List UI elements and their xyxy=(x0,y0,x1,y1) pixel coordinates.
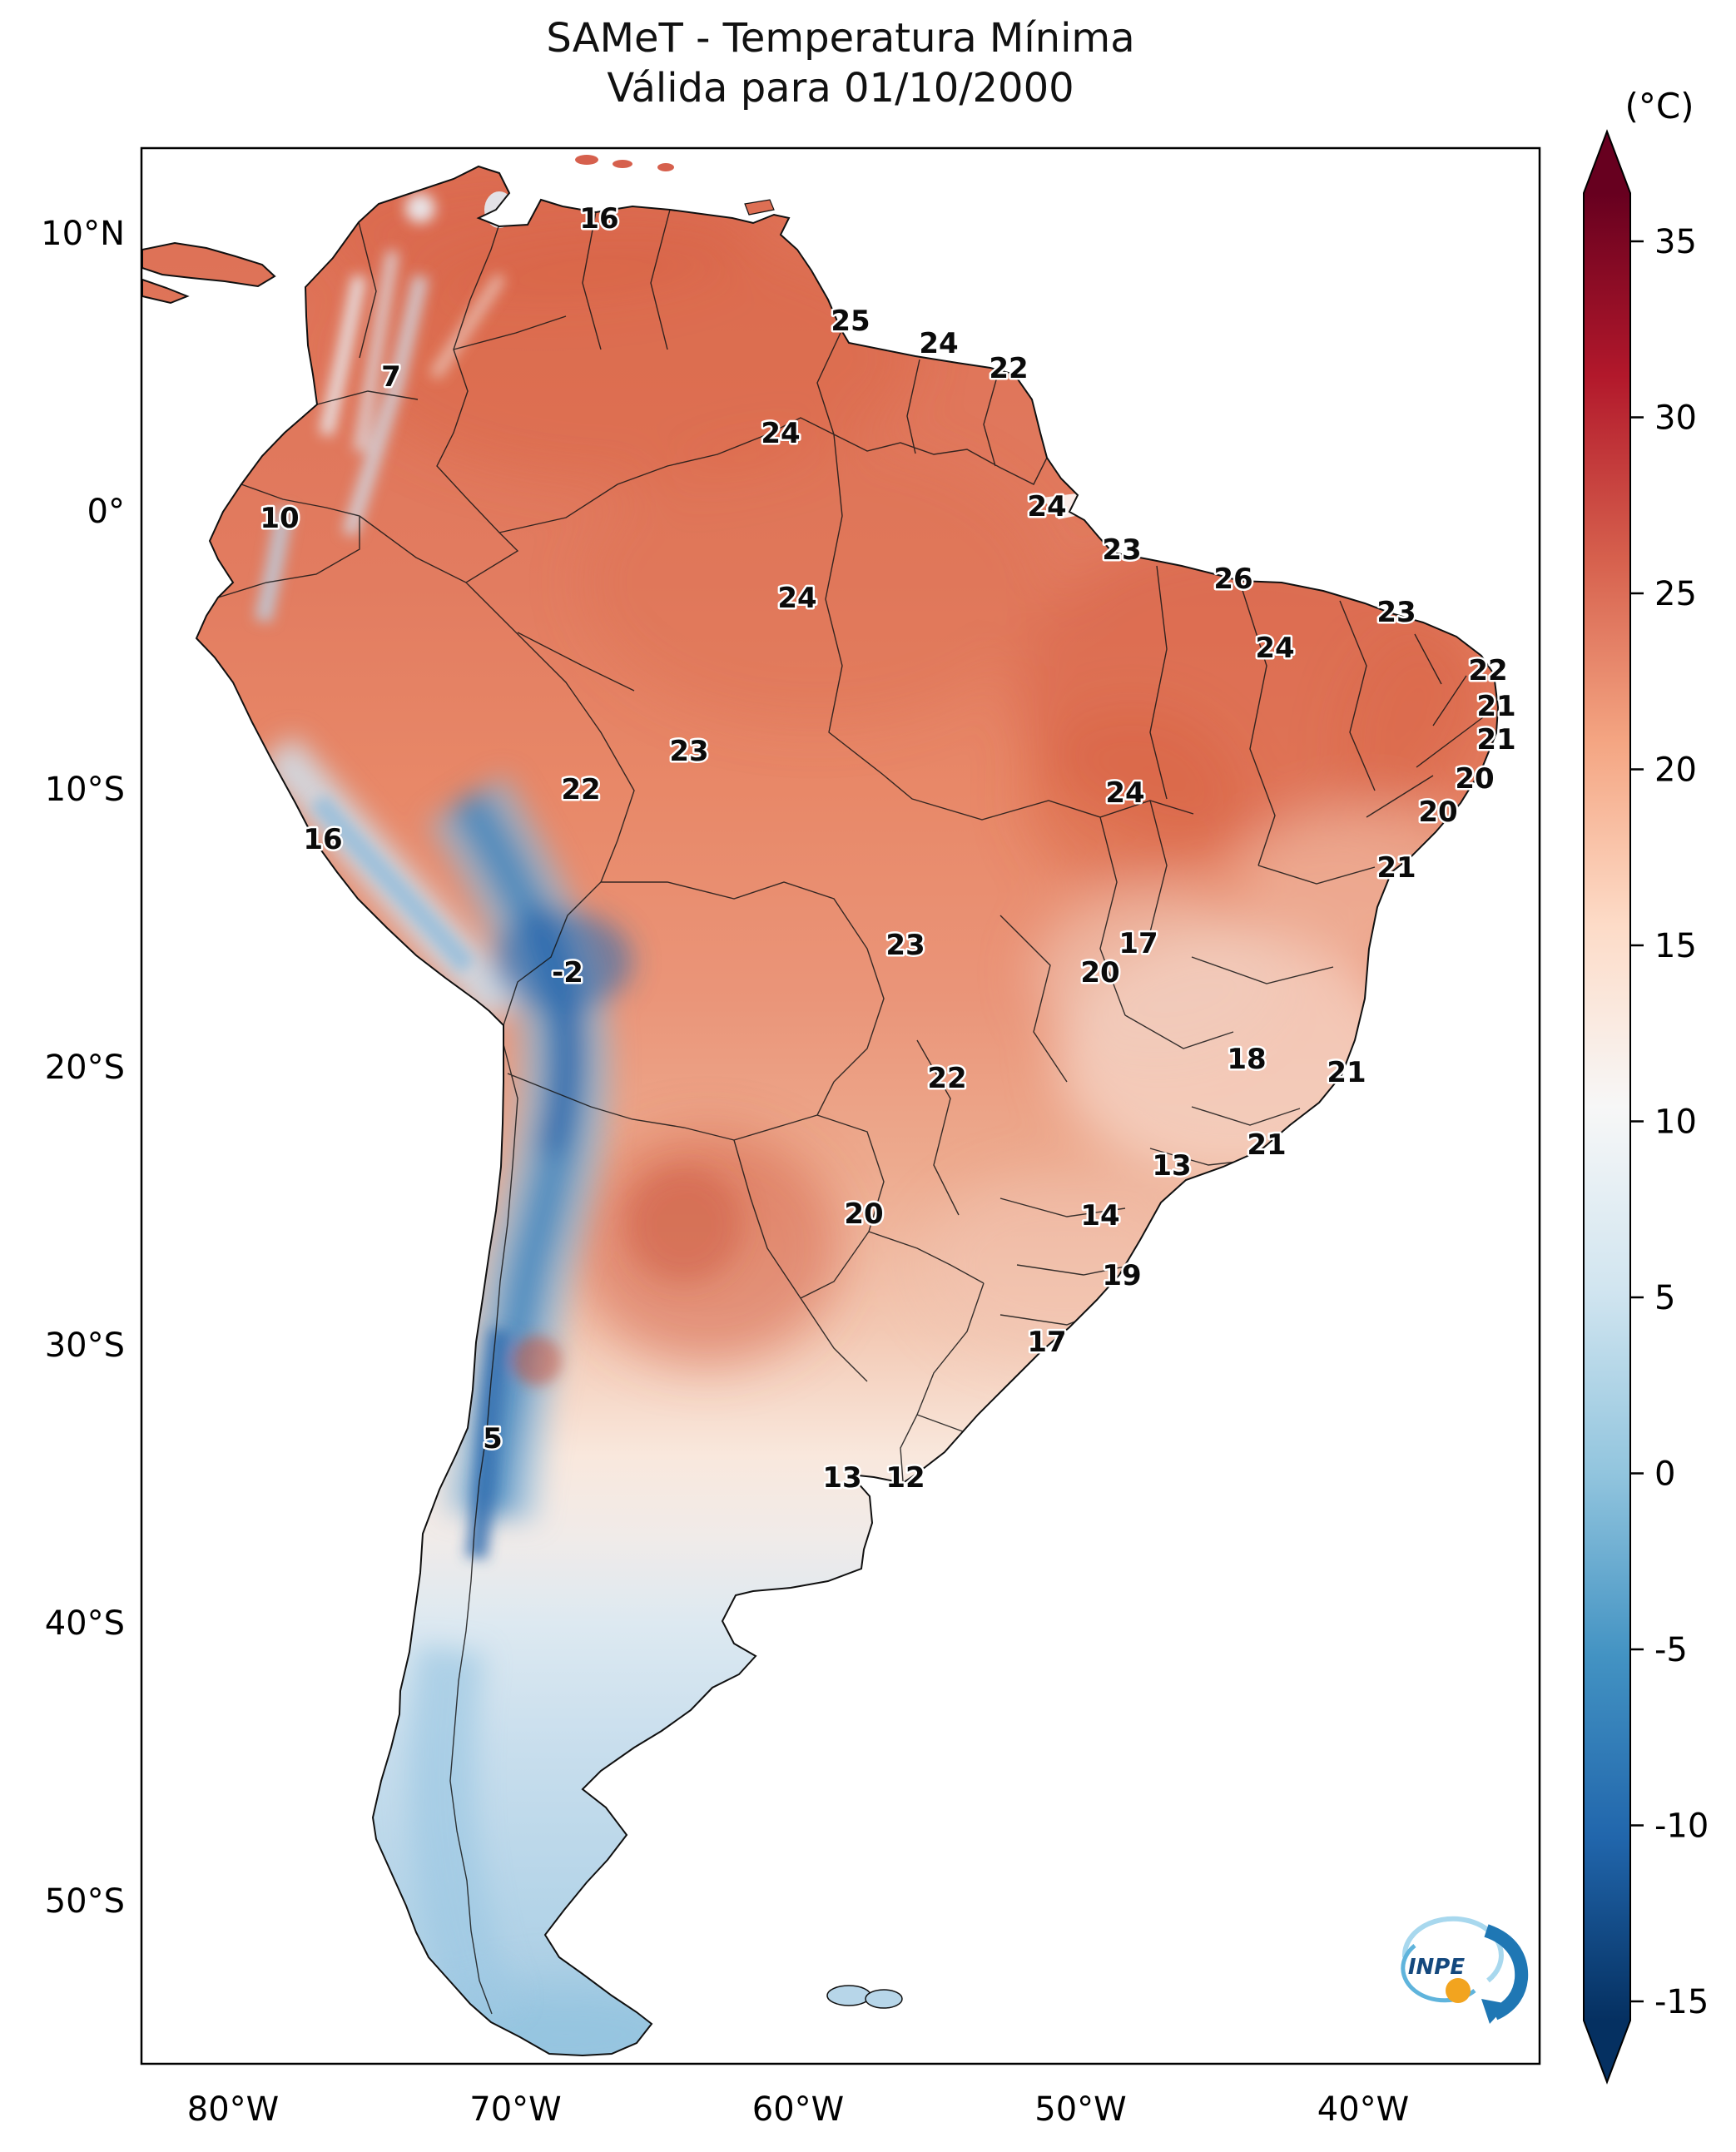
inpe-swirl-outer xyxy=(1401,1916,1504,1983)
temp-value-label: 20 xyxy=(1418,796,1457,829)
falkland-islands xyxy=(826,1985,903,2009)
y-tick-label: 10°N xyxy=(41,215,125,253)
colorbar-tick-label: -5 xyxy=(1654,1631,1688,1669)
temp-value-label: 21 xyxy=(1376,851,1416,885)
inpe-logo: INPE xyxy=(1401,1916,1529,2024)
temp-value-label: 20 xyxy=(1455,762,1494,796)
temp-value-label: 26 xyxy=(1213,563,1252,596)
map-title-line2: Válida para 01/10/2000 xyxy=(607,65,1074,112)
colorbar-top-arrow xyxy=(1584,131,1630,193)
temp-value-label: 12 xyxy=(885,1461,925,1495)
temp-value-label: 13 xyxy=(1152,1149,1191,1183)
temp-value-label: 22 xyxy=(989,352,1028,385)
y-tick-label: 0° xyxy=(87,493,125,531)
colorbar-bottom-arrow xyxy=(1584,2021,1630,2082)
admin-borders xyxy=(217,192,1484,2015)
x-tick-label: 70°W xyxy=(469,2090,561,2129)
temp-value-label: 16 xyxy=(303,823,342,856)
x-tick-label: 60°W xyxy=(752,2090,844,2129)
y-axis-tick-labels: 10°N 0° 10°S 20°S 30°S 40°S 50°S xyxy=(41,215,125,1921)
temp-value-label: 21 xyxy=(1247,1128,1286,1162)
temp-value-label: 21 xyxy=(1327,1056,1366,1089)
colorbar-tick-label: -10 xyxy=(1654,1807,1709,1846)
temp-value-label: 24 xyxy=(761,417,800,450)
colorbar-tick-label: 0 xyxy=(1654,1455,1675,1494)
temp-value-label: 19 xyxy=(1102,1259,1141,1292)
temp-value-label: 22 xyxy=(927,1062,966,1095)
south-america-coastline xyxy=(195,165,1500,2057)
temp-value-label: 18 xyxy=(1227,1043,1266,1076)
temp-value-label: 23 xyxy=(1376,596,1416,629)
temp-value-label: 23 xyxy=(669,735,708,768)
temp-value-label: 21 xyxy=(1476,723,1515,756)
x-tick-label: 80°W xyxy=(187,2090,279,2129)
colorbar-tick-label: 10 xyxy=(1654,1103,1697,1142)
temp-value-label: 25 xyxy=(831,305,870,338)
temp-value-label: 21 xyxy=(1476,690,1515,723)
x-tick-label: 50°W xyxy=(1034,2090,1126,2129)
temp-value-label: 24 xyxy=(777,582,816,615)
x-tick-label: 40°W xyxy=(1317,2090,1409,2129)
temp-value-label: 24 xyxy=(1105,776,1144,810)
temp-value-label: 7 xyxy=(381,360,401,394)
colorbar-unit-label: (°C) xyxy=(1624,86,1694,126)
andes-cold-band xyxy=(259,735,742,2031)
colorbar-tick-label: 35 xyxy=(1654,223,1697,261)
y-tick-label: 10°S xyxy=(45,771,125,809)
temp-value-label: 17 xyxy=(1027,1326,1066,1359)
caribbean-islands xyxy=(575,155,775,216)
map-frame xyxy=(140,146,1541,2065)
y-tick-label: 40°S xyxy=(45,1604,125,1643)
inpe-arrow xyxy=(1484,1924,1529,2021)
temp-value-label: 24 xyxy=(1027,490,1066,523)
y-tick-label: 20°S xyxy=(45,1049,125,1087)
map-title-line1: SAMeT - Temperatura Mínima xyxy=(546,15,1134,62)
colorbar-tick-label: 5 xyxy=(1654,1279,1675,1317)
colorbar-tick-label: 15 xyxy=(1654,927,1697,965)
colorbar-tick-label: 20 xyxy=(1654,751,1697,790)
colorbar-tick-labels: 35 30 25 20 15 10 5 0 -5 -10 -15 xyxy=(1630,223,1709,2021)
temp-value-label: 24 xyxy=(1255,632,1294,665)
colorbar-tick-label: 30 xyxy=(1654,399,1697,438)
temp-value-label: -2 xyxy=(552,956,583,989)
x-axis-tick-labels: 80°W 70°W 60°W 50°W 40°W xyxy=(187,2090,1409,2129)
inpe-orange-dot xyxy=(1446,1978,1471,2003)
y-tick-label: 30°S xyxy=(45,1326,125,1365)
inpe-arrowhead xyxy=(1481,1999,1508,2024)
inpe-logo-text: INPE xyxy=(1408,1955,1465,1980)
mountain-ridge-details xyxy=(255,193,562,1559)
y-tick-label: 50°S xyxy=(45,1882,125,1921)
temperature-field xyxy=(142,166,1498,2055)
temp-value-label: 24 xyxy=(919,327,958,360)
temp-value-label: 22 xyxy=(1468,654,1507,687)
temp-value-label: 14 xyxy=(1080,1199,1119,1232)
colorbar-tick-label: -15 xyxy=(1654,1983,1709,2021)
temp-value-label: 10 xyxy=(260,502,299,535)
temp-value-label: 5 xyxy=(483,1422,503,1455)
temp-value-label: 22 xyxy=(561,773,600,806)
temp-value-label: 17 xyxy=(1118,927,1158,960)
colorbar xyxy=(1583,129,1631,2085)
temp-value-label: 13 xyxy=(822,1461,861,1495)
temp-value-label: 23 xyxy=(1102,533,1141,567)
temp-value-label: 20 xyxy=(1080,956,1119,989)
colorbar-outline xyxy=(1583,129,1631,2085)
temp-value-label: 20 xyxy=(844,1197,883,1231)
temp-value-label: 16 xyxy=(579,202,618,236)
temp-value-label: 23 xyxy=(885,929,925,962)
colorbar-tick-label: 25 xyxy=(1654,575,1697,613)
colorbar-gradient xyxy=(1584,193,1630,2021)
